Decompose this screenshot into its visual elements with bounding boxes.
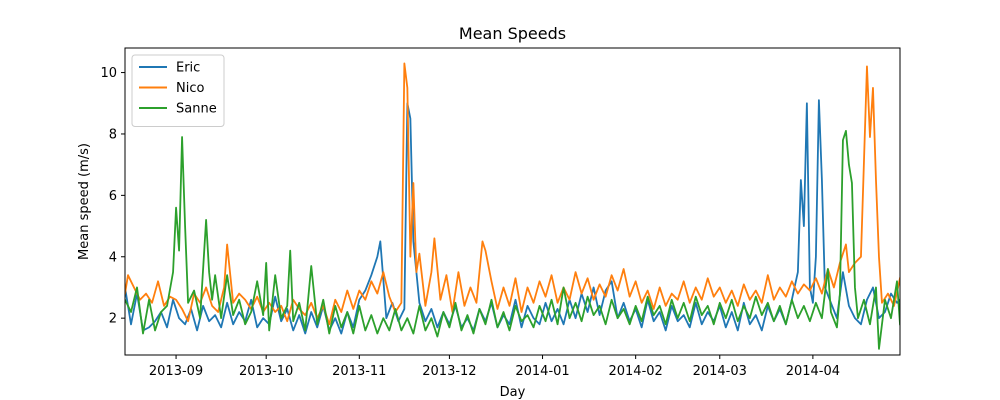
x-tick-label: 2014-02 [608, 364, 662, 379]
y-tick-label: 4 [109, 250, 117, 265]
plot-area-frame [124, 47, 901, 356]
x-tick-label: 2014-04 [786, 364, 840, 379]
x-tick-label: 2013-10 [239, 364, 293, 379]
x-tick-label: 2013-09 [149, 364, 203, 379]
y-tick-label: 8 [109, 127, 117, 142]
series-line-sanne [125, 129, 900, 350]
series-line-eric [125, 99, 900, 335]
y-tick-label: 2 [109, 312, 117, 327]
x-tick-label: 2014-01 [515, 364, 569, 379]
legend-label-sanne: Sanne [176, 102, 217, 117]
legend-label-nico: Nico [176, 81, 204, 96]
y-tick-label: 6 [109, 189, 117, 204]
x-tick-label: 2013-12 [422, 364, 476, 379]
y-axis-title: Mean speed (m/s) [77, 143, 92, 260]
legend: Eric Nico Sanne [131, 54, 225, 127]
y-axis: 2 4 6 8 10 [100, 66, 125, 327]
x-axis: 2013-09 2013-10 2013-11 2013-12 2014-01 2014-… [149, 355, 840, 379]
x-tick-label: 2014-03 [693, 364, 747, 379]
chart-title: Mean Speeds [459, 24, 566, 43]
x-tick-label: 2013-11 [332, 364, 386, 379]
y-tick-label: 10 [100, 66, 117, 81]
series-layer [125, 62, 900, 350]
x-axis-title: Day [500, 385, 526, 400]
legend-label-eric: Eric [176, 61, 200, 76]
series-line-nico [125, 62, 900, 326]
